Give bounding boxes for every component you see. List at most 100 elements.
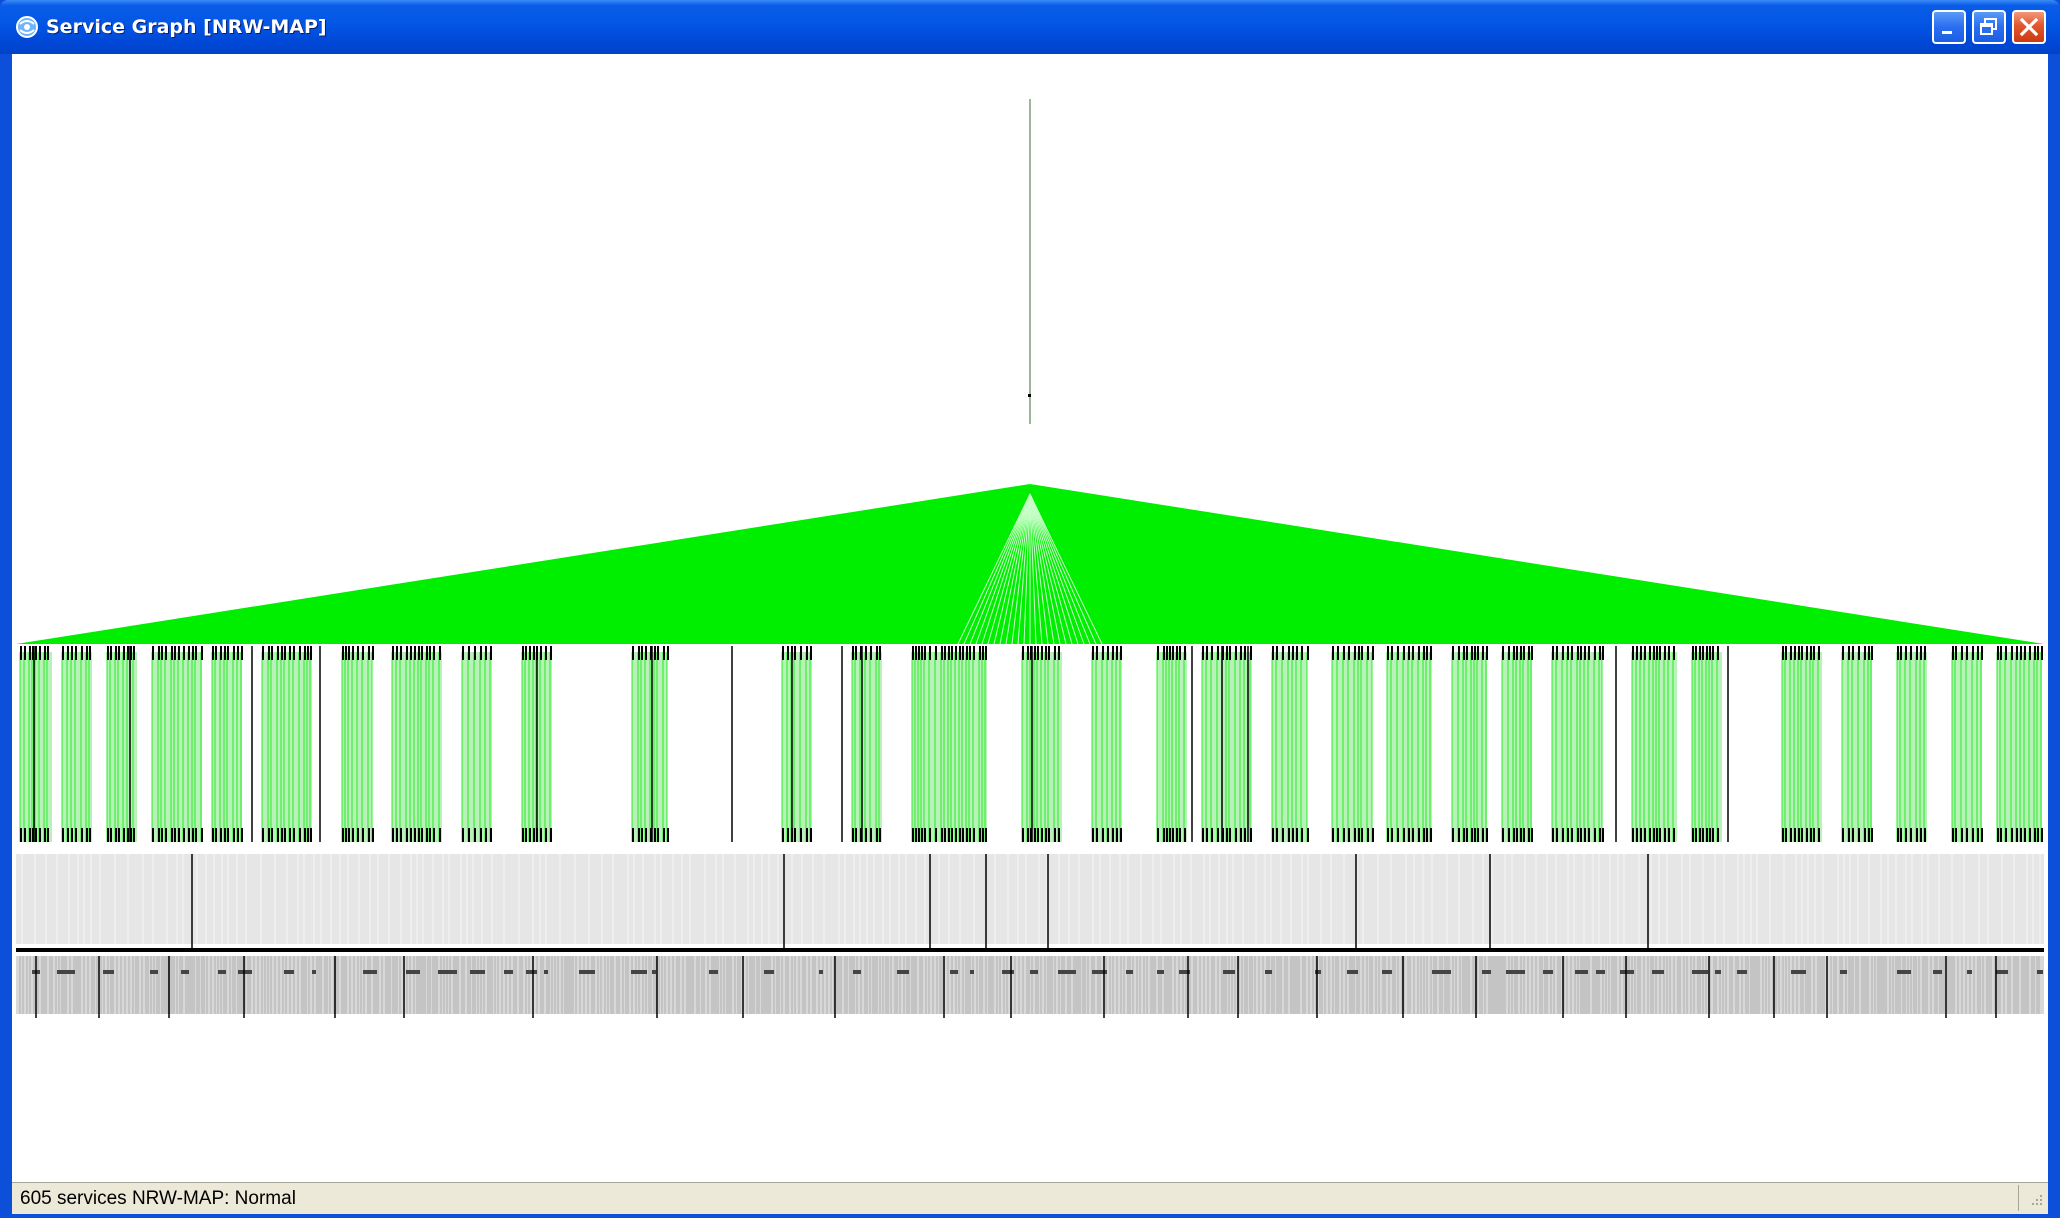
service-node — [414, 828, 416, 842]
level1-edge-cluster — [462, 652, 492, 842]
level1-edges — [19, 652, 2042, 842]
service-node — [1486, 646, 1488, 660]
close-button[interactable] — [2012, 10, 2046, 44]
service-node — [62, 646, 64, 660]
service-node — [342, 828, 344, 842]
service-node — [2005, 828, 2007, 842]
service-node — [1813, 646, 1815, 660]
service-node — [1179, 646, 1181, 660]
service-node — [1577, 828, 1579, 842]
service-node — [368, 646, 370, 660]
service-node — [1981, 646, 1983, 660]
window-title: Service Graph [NRW-MAP] — [46, 16, 327, 38]
service-node — [1211, 828, 1213, 842]
fan-edge-highlight — [1011, 493, 1031, 645]
service-node — [421, 646, 423, 660]
service-node — [1179, 828, 1181, 842]
service-node — [1502, 646, 1504, 660]
service-node — [860, 646, 862, 660]
service-node — [1486, 828, 1488, 842]
resize-grip-icon[interactable] — [2026, 1191, 2044, 1209]
service-node — [1567, 646, 1569, 660]
service-node — [1571, 646, 1573, 660]
service-node — [1706, 646, 1708, 660]
service-node — [20, 646, 22, 660]
leaf-node — [312, 970, 316, 974]
graph-canvas-area[interactable] — [12, 54, 2048, 1182]
service-node — [1163, 828, 1165, 842]
fan-edge-highlight — [1029, 493, 1049, 645]
service-node — [426, 646, 428, 660]
restore-button[interactable] — [1972, 10, 2006, 44]
service-node — [1372, 646, 1374, 660]
service-node — [1709, 828, 1711, 842]
service-node — [951, 828, 953, 842]
service-node — [158, 646, 160, 660]
service-node — [1307, 828, 1309, 842]
leaf-node — [470, 970, 485, 974]
service-node — [1301, 646, 1303, 660]
fan-edge-highlight — [1029, 493, 1043, 645]
service-node — [281, 646, 283, 660]
title-bar[interactable]: Service Graph [NRW-MAP] — [0, 0, 2060, 54]
service-node — [81, 828, 83, 842]
service-node — [915, 828, 917, 842]
service-node — [293, 646, 295, 660]
service-node — [657, 828, 659, 842]
service-node — [348, 828, 350, 842]
service-node — [654, 646, 656, 660]
service-node — [1920, 646, 1922, 660]
service-node — [1659, 646, 1661, 660]
service-node — [1235, 828, 1237, 842]
service-node — [876, 646, 878, 660]
service-node — [810, 828, 812, 842]
service-node — [1034, 828, 1036, 842]
service-node — [1354, 646, 1356, 660]
minimize-button[interactable] — [1932, 10, 1966, 44]
root-link-lines — [1028, 99, 1031, 424]
service-node — [1916, 646, 1918, 660]
service-node — [1222, 646, 1224, 660]
service-node — [1508, 646, 1510, 660]
leaf-node — [1179, 970, 1190, 974]
service-graph-canvas[interactable] — [12, 54, 2048, 1182]
service-node — [220, 828, 222, 842]
service-node — [650, 646, 652, 660]
service-node — [490, 646, 492, 660]
service-node — [368, 828, 370, 842]
service-node — [165, 646, 167, 660]
service-node — [1027, 828, 1029, 842]
service-node — [2011, 646, 2013, 660]
service-node — [310, 646, 312, 660]
level1-edge-cluster — [1022, 652, 1062, 842]
level1-edge-cluster — [152, 652, 202, 842]
service-node — [1644, 646, 1646, 660]
service-node — [1801, 646, 1803, 660]
service-node — [1790, 646, 1792, 660]
service-node — [1217, 646, 1219, 660]
service-node — [183, 828, 185, 842]
service-node — [870, 828, 872, 842]
service-node — [1229, 646, 1231, 660]
service-node — [241, 646, 243, 660]
service-node — [2000, 828, 2002, 842]
service-nodes — [20, 646, 2043, 842]
service-node — [912, 828, 914, 842]
service-node — [1276, 646, 1278, 660]
service-node — [299, 828, 301, 842]
service-node — [115, 828, 117, 842]
service-node — [107, 646, 109, 660]
service-node — [1528, 828, 1530, 842]
service-node — [1567, 828, 1569, 842]
service-node — [1502, 828, 1504, 842]
service-node — [1307, 646, 1309, 660]
service-node — [1058, 828, 1060, 842]
service-node — [1116, 646, 1118, 660]
leaf-node — [1315, 970, 1321, 974]
leaf-node — [1737, 970, 1747, 974]
service-node — [1699, 646, 1701, 660]
service-node — [1272, 646, 1274, 660]
service-node — [979, 646, 981, 660]
service-node — [1217, 828, 1219, 842]
